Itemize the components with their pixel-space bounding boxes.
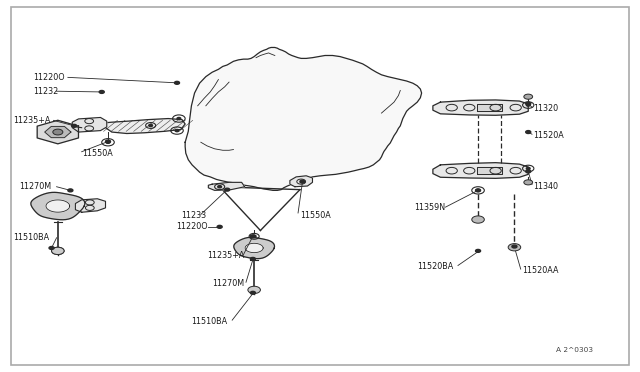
Circle shape bbox=[148, 124, 152, 126]
Circle shape bbox=[250, 257, 255, 260]
Circle shape bbox=[53, 129, 63, 135]
Polygon shape bbox=[46, 200, 70, 212]
Circle shape bbox=[476, 189, 481, 192]
Circle shape bbox=[476, 189, 480, 192]
Circle shape bbox=[526, 104, 530, 106]
Circle shape bbox=[49, 247, 54, 250]
Text: 11235+A: 11235+A bbox=[13, 116, 50, 125]
Circle shape bbox=[524, 94, 532, 99]
Circle shape bbox=[526, 167, 530, 170]
Polygon shape bbox=[37, 120, 79, 144]
Polygon shape bbox=[209, 182, 244, 190]
Circle shape bbox=[512, 245, 517, 248]
Polygon shape bbox=[76, 199, 106, 212]
Circle shape bbox=[177, 118, 180, 120]
Circle shape bbox=[525, 102, 531, 105]
Circle shape bbox=[99, 90, 104, 93]
Text: 11340: 11340 bbox=[533, 182, 558, 190]
Circle shape bbox=[52, 247, 64, 254]
Circle shape bbox=[300, 180, 305, 183]
Circle shape bbox=[72, 124, 77, 127]
Polygon shape bbox=[477, 104, 502, 111]
Polygon shape bbox=[185, 48, 422, 190]
Text: 11510BA: 11510BA bbox=[13, 233, 49, 242]
Text: 11510BA: 11510BA bbox=[191, 317, 228, 326]
Polygon shape bbox=[433, 163, 528, 178]
Circle shape bbox=[248, 286, 260, 294]
Text: 11270M: 11270M bbox=[19, 182, 51, 191]
Text: 11520BA: 11520BA bbox=[417, 262, 454, 272]
Text: 11320: 11320 bbox=[533, 104, 558, 113]
Polygon shape bbox=[72, 118, 107, 132]
Circle shape bbox=[106, 141, 110, 143]
Circle shape bbox=[175, 129, 179, 132]
Text: 11359N: 11359N bbox=[414, 203, 445, 212]
Circle shape bbox=[252, 235, 256, 237]
Text: 11220O: 11220O bbox=[176, 222, 207, 231]
Text: 11520AA: 11520AA bbox=[522, 266, 559, 275]
Circle shape bbox=[472, 216, 484, 223]
Text: 11550A: 11550A bbox=[82, 150, 113, 158]
Circle shape bbox=[250, 235, 255, 238]
Polygon shape bbox=[234, 237, 275, 259]
Circle shape bbox=[68, 189, 73, 192]
Polygon shape bbox=[433, 100, 528, 115]
Text: 11550A: 11550A bbox=[300, 211, 331, 219]
Text: A 2^0303: A 2^0303 bbox=[556, 347, 593, 353]
Circle shape bbox=[476, 250, 481, 252]
Polygon shape bbox=[245, 243, 263, 253]
Polygon shape bbox=[477, 167, 502, 174]
Circle shape bbox=[106, 140, 111, 143]
Circle shape bbox=[175, 81, 179, 84]
Text: 11233: 11233 bbox=[180, 211, 206, 219]
Circle shape bbox=[217, 225, 222, 228]
Text: 11232: 11232 bbox=[33, 87, 58, 96]
Text: 11220O: 11220O bbox=[33, 73, 65, 82]
Circle shape bbox=[525, 131, 531, 134]
Text: 11520A: 11520A bbox=[533, 131, 564, 140]
Polygon shape bbox=[290, 176, 312, 187]
Polygon shape bbox=[31, 192, 85, 220]
Circle shape bbox=[525, 170, 531, 173]
Text: 11270M: 11270M bbox=[212, 279, 244, 288]
Polygon shape bbox=[99, 119, 185, 134]
Circle shape bbox=[225, 188, 230, 191]
Circle shape bbox=[250, 291, 255, 294]
Circle shape bbox=[524, 180, 532, 185]
Circle shape bbox=[508, 244, 521, 251]
Text: 11235+A: 11235+A bbox=[207, 251, 244, 260]
Circle shape bbox=[218, 186, 221, 188]
Polygon shape bbox=[45, 126, 71, 138]
